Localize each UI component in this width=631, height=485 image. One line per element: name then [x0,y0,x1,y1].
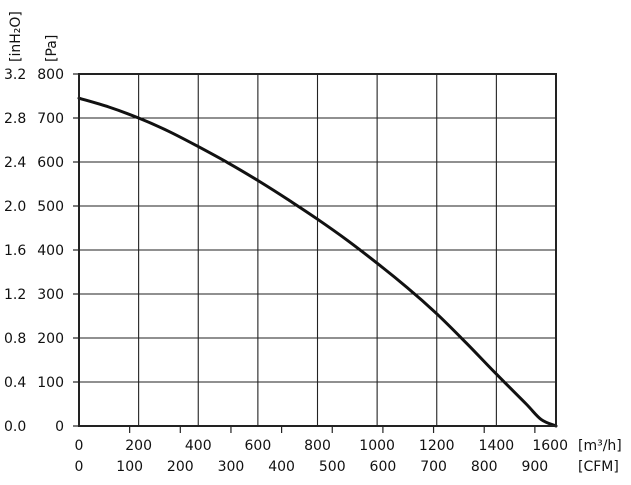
pressure-flow-curve [77,96,558,428]
x-secondary-tick-label: 100 [116,459,143,475]
x-primary-tick-label: 400 [185,438,212,454]
series-layer [77,96,558,428]
y-primary-tick-label: 800 [37,67,64,83]
x-secondary-tick-label: 0 [75,459,84,475]
x-secondary-tick-label: 800 [471,459,498,475]
y-secondary-tick-label: 0.0 [4,419,26,435]
y-secondary-tick-label: 0.8 [4,331,26,347]
y-primary-tick-label: 600 [37,155,64,171]
y-secondary-tick-label: 2.8 [4,111,26,127]
x-secondary-tick-label: 600 [370,459,397,475]
grid-lines [79,74,556,426]
y-primary-tick-label: 0 [55,419,64,435]
y-secondary-tick-label: 1.2 [4,287,26,303]
x-primary-tick-label: 1400 [479,438,515,454]
x-secondary-tick-label: 700 [420,459,447,475]
y-primary-tick-label: 500 [37,199,64,215]
y-secondary-tick-label: 0.4 [4,375,26,391]
plot-frame [78,73,557,427]
axis-ticks [73,73,536,433]
x-primary-tick-label: 1600 [532,438,568,454]
x-primary-tick-label: 800 [304,438,331,454]
x-secondary-unit-label: [CFM] [578,459,619,475]
y-primary-tick-label: 200 [37,331,64,347]
y-primary-tick-label: 400 [37,243,64,259]
x-primary-tick-label: 1000 [359,438,395,454]
y-primary-tick-label: 700 [37,111,64,127]
y-primary-tick-label: 100 [37,375,64,391]
x-secondary-tick-label: 500 [319,459,346,475]
x-primary-tick-label: 600 [245,438,272,454]
y-primary-tick-label: 300 [37,287,64,303]
x-secondary-tick-label: 300 [218,459,245,475]
x-secondary-tick-label: 900 [521,459,548,475]
y-secondary-unit-label: [inH₂O] [8,11,24,62]
y-secondary-tick-label: 3.2 [4,67,26,83]
x-secondary-tick-label: 400 [268,459,295,475]
y-secondary-tick-label: 1.6 [4,243,26,259]
x-primary-unit-label: [m³/h] [578,438,622,454]
y-primary-unit-label: [Pa] [44,35,60,62]
y-secondary-tick-label: 2.0 [4,199,26,215]
x-secondary-tick-label: 200 [167,459,194,475]
x-primary-tick-label: 200 [125,438,152,454]
y-secondary-tick-label: 2.4 [4,155,26,171]
x-primary-tick-label: 0 [75,438,84,454]
x-primary-tick-label: 1200 [419,438,455,454]
